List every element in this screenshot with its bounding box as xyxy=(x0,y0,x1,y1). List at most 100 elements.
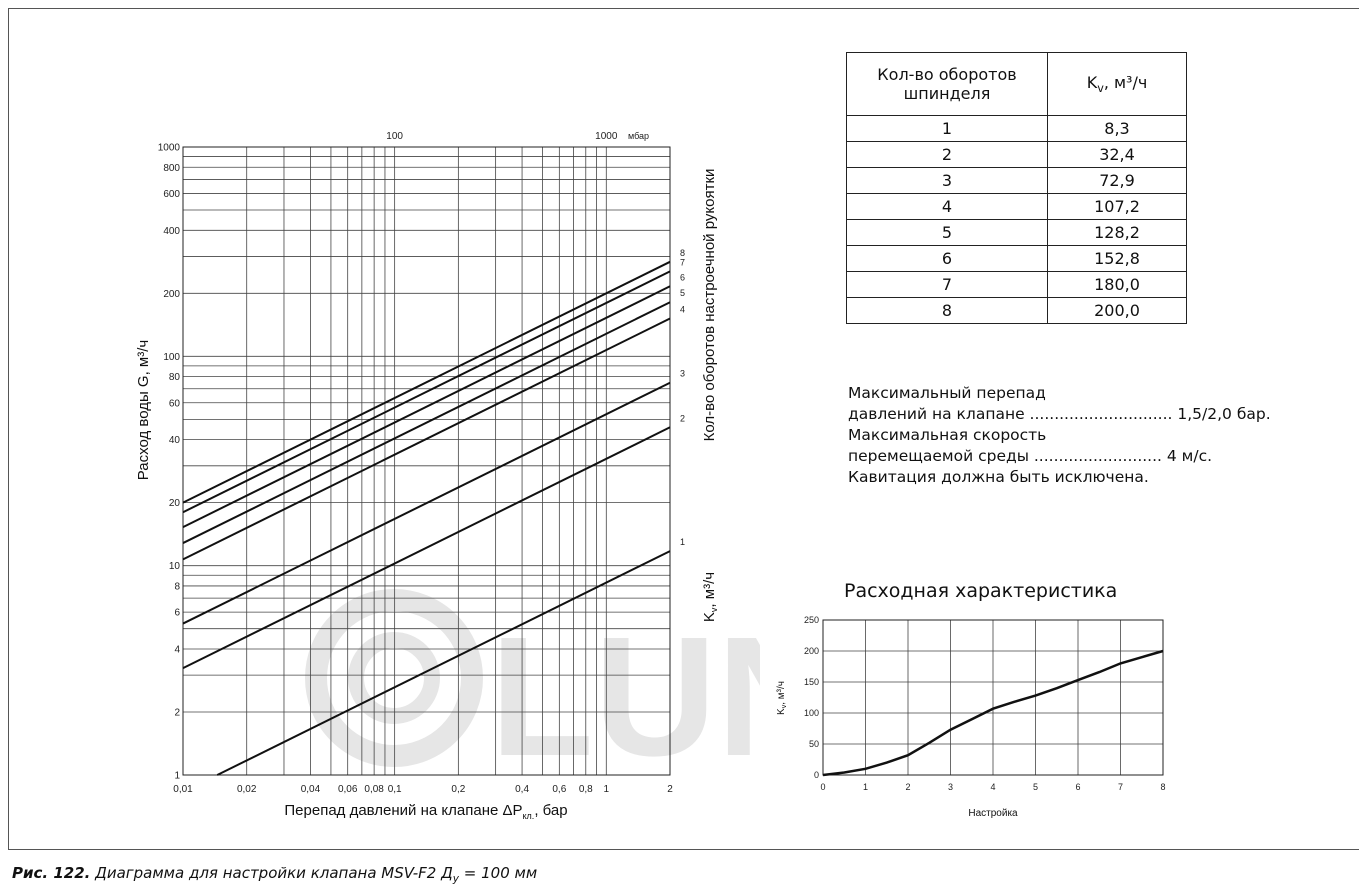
right-axis-title: Кол-во оборотов настроечной рукоятки xyxy=(701,169,718,442)
series-label: 2 xyxy=(680,413,685,423)
series-label: 7 xyxy=(680,257,685,267)
x-tick-label: 0,1 xyxy=(388,784,402,795)
y-tick-label: 200 xyxy=(163,289,180,300)
cell-turns: 4 xyxy=(846,193,1048,220)
cell-kv: 32,4 xyxy=(1047,141,1187,168)
table-row: 3 72,9 xyxy=(846,167,1187,194)
plot-border xyxy=(182,146,671,776)
series-line xyxy=(182,270,671,514)
header-kv: Kv, м³/ч xyxy=(1047,52,1187,116)
mini-x-tick-label: 6 xyxy=(1075,782,1080,792)
table-row: 1 8,3 xyxy=(846,115,1187,142)
specifications: Максимальный перепад давлений на клапане… xyxy=(848,383,1271,488)
top-tick-label: 1000 xyxy=(595,131,618,142)
cell-turns: 5 xyxy=(846,219,1048,246)
table-row: 6 152,8 xyxy=(846,245,1187,272)
spec-line: давлений на клапане ....................… xyxy=(848,405,1271,423)
cell-turns: 8 xyxy=(846,297,1048,324)
mini-x-tick-label: 5 xyxy=(1033,782,1038,792)
cell-kv: 8,3 xyxy=(1047,115,1187,142)
cell-turns: 3 xyxy=(846,167,1048,194)
x-tick-label: 0,02 xyxy=(237,784,257,795)
mini-x-tick-label: 1 xyxy=(863,782,868,792)
mini-x-tick-label: 7 xyxy=(1118,782,1123,792)
cell-turns: 2 xyxy=(846,141,1048,168)
top-tick-label: 100 xyxy=(386,131,403,142)
table-row: 5 128,2 xyxy=(846,219,1187,246)
table-row: 2 32,4 xyxy=(846,141,1187,168)
mini-y-tick-label: 0 xyxy=(814,770,819,780)
mini-x-axis-title: Настройка xyxy=(968,808,1018,819)
x-tick-label: 0,6 xyxy=(552,784,566,795)
series-line xyxy=(182,381,671,625)
grid-vertical xyxy=(182,147,671,775)
cell-turns: 7 xyxy=(846,271,1048,298)
series-line xyxy=(182,301,671,544)
series-line xyxy=(182,426,671,670)
mini-border xyxy=(822,619,1164,776)
x-tick-label: 0,8 xyxy=(579,784,593,795)
cell-kv: 107,2 xyxy=(1047,193,1187,220)
cell-kv: 128,2 xyxy=(1047,219,1187,246)
series-line xyxy=(182,317,671,561)
spec-line: Максимальная скорость xyxy=(848,426,1047,444)
series-label: 1 xyxy=(680,537,685,547)
mini-y-tick-label: 200 xyxy=(804,646,819,656)
mini-chart-title: Расходная характеристика xyxy=(844,580,1118,602)
y-tick-label: 8 xyxy=(174,581,180,592)
watermark-circle-inner xyxy=(348,632,440,724)
x-tick-label: 0,01 xyxy=(173,784,193,795)
spec-line: Кавитация должна быть исключена. xyxy=(848,468,1149,486)
x-tick-label: 2 xyxy=(667,784,673,795)
y-tick-label: 100 xyxy=(163,352,180,363)
x-tick-label: 0,06 xyxy=(338,784,358,795)
mini-y-axis-title: Kv, м³/ч xyxy=(776,681,788,715)
figure-caption: Рис. 122. Диаграмма для настройки клапан… xyxy=(12,864,538,885)
watermark-circle xyxy=(305,589,483,767)
table-header-row: Кол-во оборотов шпинделя Kv, м³/ч xyxy=(846,52,1187,116)
series-line xyxy=(216,550,671,776)
y-tick-label: 1 xyxy=(174,771,180,782)
table-row: 7 180,0 xyxy=(846,271,1187,298)
y-tick-label: 60 xyxy=(169,398,181,409)
figure-frame xyxy=(8,8,1359,850)
mini-x-tick-label: 8 xyxy=(1160,782,1165,792)
watermark: LUNDA xyxy=(305,589,760,792)
spec-line: перемещаемой среды .....................… xyxy=(848,447,1213,465)
series-lines xyxy=(182,260,671,776)
watermark-text: LUNDA xyxy=(490,602,760,792)
x-tick-label: 0,04 xyxy=(301,784,321,795)
cell-kv: 72,9 xyxy=(1047,167,1187,194)
y-tick-label: 1000 xyxy=(158,143,181,154)
mini-series-line xyxy=(822,649,1164,777)
mini-x-tick-label: 2 xyxy=(905,782,910,792)
series-label: 3 xyxy=(680,369,685,379)
y-tick-label: 600 xyxy=(163,189,180,200)
mini-y-tick-label: 250 xyxy=(804,615,819,625)
mini-y-tick-label: 150 xyxy=(804,677,819,687)
table-row: 4 107,2 xyxy=(846,193,1187,220)
mini-x-tick-label: 3 xyxy=(948,782,953,792)
mini-x-tick-label: 0 xyxy=(820,782,825,792)
y-axis-title: Расход воды G, м³/ч xyxy=(135,340,152,480)
cell-turns: 6 xyxy=(846,245,1048,272)
y-tick-label: 10 xyxy=(169,561,181,572)
cell-turns: 1 xyxy=(846,115,1048,142)
y-tick-label: 2 xyxy=(174,707,180,718)
series-line xyxy=(182,260,671,504)
series-label: 4 xyxy=(680,305,685,315)
cell-kv: 152,8 xyxy=(1047,245,1187,272)
series-line xyxy=(182,285,671,529)
mini-x-tick-label: 4 xyxy=(990,782,995,792)
header-turns: Кол-во оборотов шпинделя xyxy=(846,52,1048,116)
x-tick-label: 1 xyxy=(604,784,610,795)
series-label: 5 xyxy=(680,288,685,298)
mini-y-tick-label: 100 xyxy=(804,708,819,718)
table-row: 8 200,0 xyxy=(846,297,1187,324)
cell-kv: 180,0 xyxy=(1047,271,1187,298)
x-axis-title: Перепад давлений на клапане ΔPкл., бар xyxy=(284,802,567,820)
mini-y-tick-label: 50 xyxy=(809,739,819,749)
spec-line: Максимальный перепад xyxy=(848,384,1046,402)
x-tick-label: 0,2 xyxy=(451,784,465,795)
top-axis-unit: мбар xyxy=(628,131,649,141)
